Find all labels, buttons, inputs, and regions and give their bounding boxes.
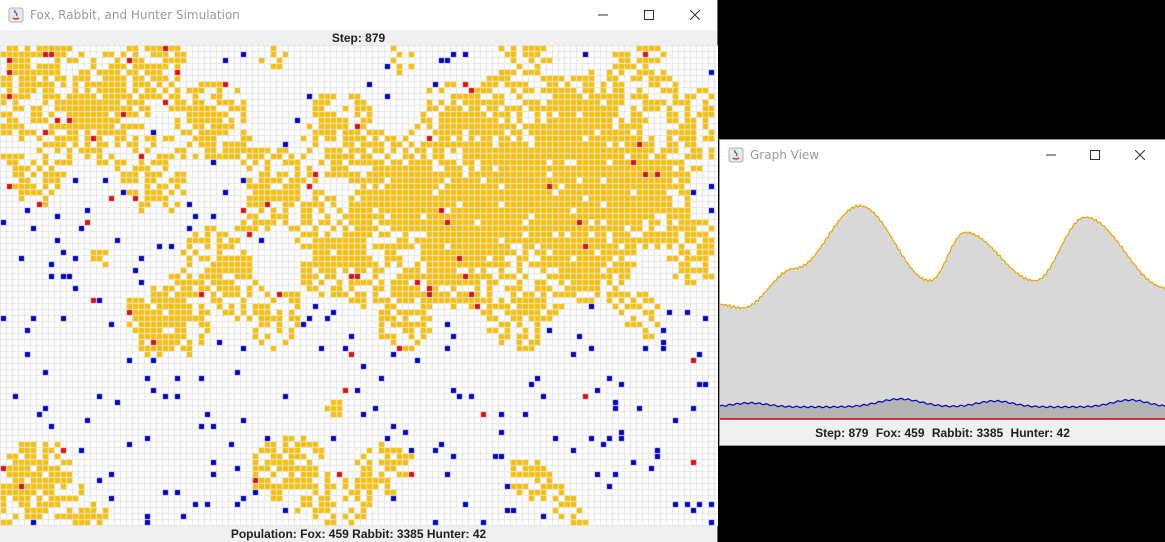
graph-step-label: Step: 879 [815, 426, 869, 440]
population-graph [720, 170, 1165, 421]
maximize-button[interactable] [626, 0, 672, 30]
graph-status-label: Step: 879 Fox: 459 Rabbit: 3385 Hunter: … [720, 424, 1165, 442]
minimize-icon [1046, 154, 1056, 156]
graph-titlebar[interactable]: Graph View [720, 140, 1165, 170]
graph-rabbit-label: Rabbit: 3385 [931, 426, 1004, 440]
rabbit-population-line [720, 204, 1165, 310]
simulation-titlebar[interactable]: Fox, Rabbit, and Hunter Simulation [0, 0, 717, 30]
simulation-window: Fox, Rabbit, and Hunter Simulation Step:… [0, 0, 718, 542]
graph-minimize-button[interactable] [1028, 140, 1074, 170]
graph-hunter-label: Hunter: 42 [1010, 426, 1070, 440]
step-label: Step: 879 [331, 31, 386, 45]
java-app-icon [728, 147, 744, 163]
simulation-grid [0, 45, 718, 526]
minimize-button[interactable] [580, 0, 626, 30]
close-icon [690, 10, 700, 20]
close-button[interactable] [672, 0, 718, 30]
population-label: Population: Fox: 459 Rabbit: 3385 Hunter… [230, 527, 487, 541]
graph-maximize-button[interactable] [1072, 140, 1118, 170]
fox-population-area [720, 398, 1165, 419]
rabbit-population-area [720, 204, 1165, 419]
close-icon [1135, 150, 1145, 160]
maximize-icon [1090, 150, 1100, 160]
graph-close-button[interactable] [1117, 140, 1163, 170]
minimize-icon [598, 14, 608, 16]
fox-population-line [720, 397, 1165, 409]
graph-window-title: Graph View [750, 148, 820, 162]
graph-fox-label: Fox: 459 [875, 426, 925, 440]
maximize-icon [644, 10, 654, 20]
simulation-window-title: Fox, Rabbit, and Hunter Simulation [30, 8, 240, 22]
graph-window: Graph View Step: 879 Fox: 459 Rabbit: 33… [719, 139, 1165, 446]
java-app-icon [8, 7, 24, 23]
